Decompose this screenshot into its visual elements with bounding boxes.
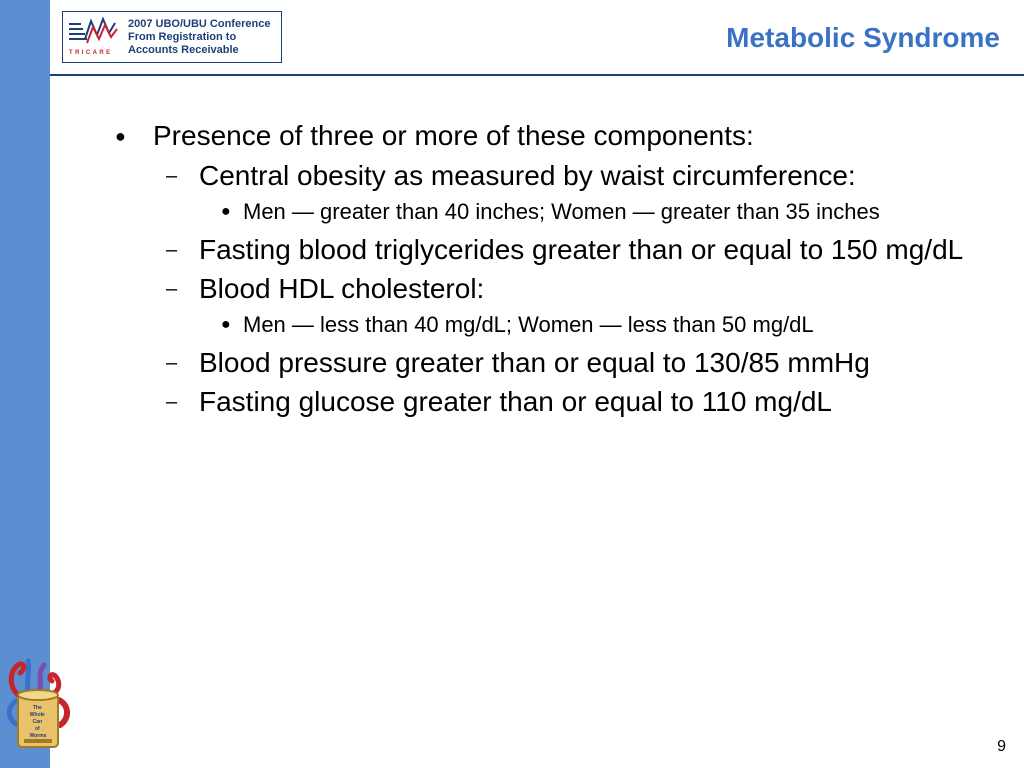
detail-bullet-hdl: ● Men — less than 40 mg/dL; Women — less…: [108, 311, 998, 339]
svg-text:The Whole Can of: The Whole Can of Worms: [30, 705, 47, 739]
conference-caption: 2007 UBO/UBU Conference From Registratio…: [128, 18, 270, 57]
mascot-can-word: Whole: [30, 712, 45, 718]
mascot-can-word: Can: [33, 719, 42, 725]
bullet-intro: ● Presence of three or more of these com…: [108, 119, 998, 153]
bullet-dot-icon: ●: [115, 126, 126, 146]
conference-line-1: 2007 UBO/UBU Conference: [128, 18, 271, 30]
sub-bullet-text: Blood pressure greater than or equal to …: [199, 347, 870, 378]
sub-bullet-text: Fasting glucose greater than or equal to…: [199, 386, 832, 417]
header-divider: [50, 74, 1024, 76]
bullet-dot-icon: ●: [221, 203, 231, 220]
detail-bullet-waist: ● Men — greater than 40 inches; Women — …: [108, 198, 998, 226]
page-number: 9: [997, 738, 1006, 755]
mascot-can-word: of: [35, 726, 40, 732]
detail-bullet-text: Men — less than 40 mg/dL; Women — less t…: [243, 312, 814, 337]
sub-bullet-text: Central obesity as measured by waist cir…: [199, 160, 856, 191]
bullet-dot-icon: ●: [221, 316, 231, 333]
dash-icon: –: [166, 278, 178, 300]
sub-bullet-glucose: – Fasting glucose greater than or equal …: [108, 385, 998, 419]
can-of-worms-mascot: The Whole Can of Worms: [7, 658, 70, 748]
dash-icon: –: [166, 165, 178, 187]
dash-icon: –: [166, 239, 178, 261]
dash-icon: –: [166, 391, 178, 413]
conference-line-2: From Registration to: [128, 31, 237, 43]
dash-icon: –: [166, 352, 178, 374]
tricare-logo-caption: TRICARE: [69, 50, 112, 56]
sub-bullet-blood-pressure: – Blood pressure greater than or equal t…: [108, 346, 998, 380]
sub-bullet-text: Fasting blood triglycerides greater than…: [199, 234, 964, 265]
mascot-can-word: The: [33, 705, 42, 711]
slide-content: ● Presence of three or more of these com…: [108, 119, 998, 424]
sub-bullet-hdl: – Blood HDL cholesterol:: [108, 272, 998, 306]
mascot-can-word: Worms: [30, 733, 47, 739]
left-sidebar-band: [0, 0, 50, 768]
detail-bullet-text: Men — greater than 40 inches; Women — gr…: [243, 199, 880, 224]
sub-bullet-central-obesity: – Central obesity as measured by waist c…: [108, 159, 998, 193]
sub-bullet-triglycerides: – Fasting blood triglycerides greater th…: [108, 233, 998, 267]
bullet-intro-text: Presence of three or more of these compo…: [153, 120, 754, 151]
sub-bullet-text: Blood HDL cholesterol:: [199, 273, 485, 304]
slide-title: Metabolic Syndrome: [726, 22, 1000, 53]
tricare-logo-icon: TRICARE: [69, 17, 118, 56]
conference-line-3: Accounts Receivable: [128, 44, 239, 56]
conference-logo: TRICARE 2007 UBO/UBU Conference From Reg…: [62, 11, 282, 63]
